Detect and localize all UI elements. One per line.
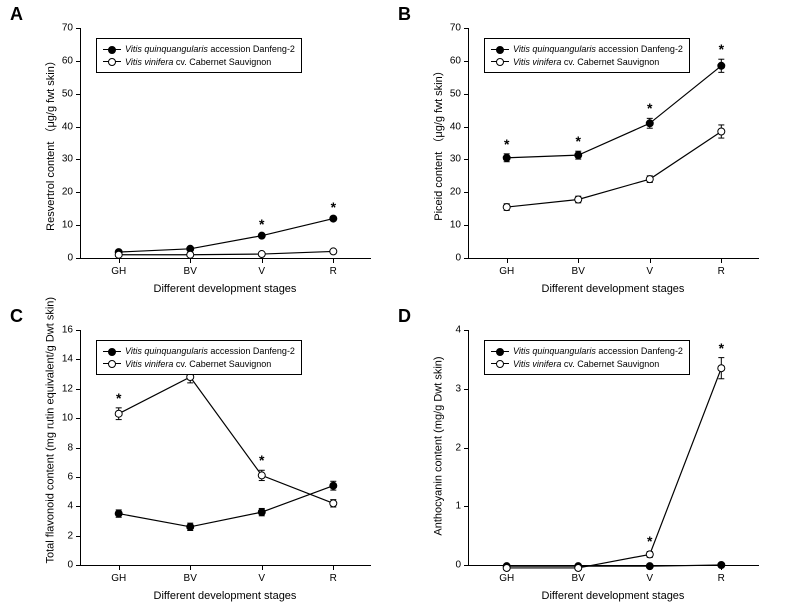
- legend-s1-rest: accession Danfeng-2: [208, 346, 295, 356]
- legend-s1-italic: Vitis quinquangularis: [513, 346, 596, 356]
- xlabel-A: Different development stages: [80, 283, 370, 295]
- ylabel-D: Anthocyanin content (mg/g Dwt skin): [432, 328, 444, 563]
- xtick: BV: [558, 258, 598, 277]
- legend-B: Vitis quinquangularis accession Danfeng-…: [484, 38, 690, 73]
- panel-label-D: D: [398, 306, 411, 327]
- significance-star: *: [647, 533, 652, 549]
- legend-s1-italic: Vitis quinquangularis: [125, 44, 208, 54]
- legend-line-icon: [103, 363, 121, 364]
- ylabel-A: Resvertrol content （μg/g fwt skin）: [42, 28, 58, 258]
- xtick: GH: [99, 565, 139, 584]
- legend-row-open: Vitis vinifera cv. Cabernet Sauvignon: [103, 358, 295, 371]
- ylabel-B: Piceid content （μg/g fwt skin）: [430, 28, 446, 258]
- legend-row-closed: Vitis quinquangularis accession Danfeng-…: [103, 43, 295, 56]
- legend-row-closed: Vitis quinquangularis accession Danfeng-…: [491, 345, 683, 358]
- closed-marker-icon: [108, 46, 116, 54]
- plot-area-D: 01234GHBVVR**Vitis quinquangularis acces…: [468, 330, 759, 566]
- significance-star: *: [331, 199, 336, 215]
- open-marker-icon: [108, 360, 116, 368]
- legend-row-open: Vitis vinifera cv. Cabernet Sauvignon: [491, 56, 683, 69]
- panel-B: B010203040506070GHBVVR****Vitis quinquan…: [398, 8, 778, 298]
- xtick: GH: [487, 258, 527, 277]
- ylabel-C: Total flavonoid content (mg rutin equiva…: [44, 328, 56, 563]
- legend-s2-italic: Vitis vinifera: [125, 57, 173, 67]
- legend-row-closed: Vitis quinquangularis accession Danfeng-…: [491, 43, 683, 56]
- legend-C: Vitis quinquangularis accession Danfeng-…: [96, 340, 302, 375]
- panel-C: C0246810121416GHBVVR***Vitis quinquangul…: [10, 310, 390, 610]
- significance-star: *: [575, 133, 580, 149]
- legend-line-icon: [491, 351, 509, 352]
- panel-label-C: C: [10, 306, 23, 327]
- xtick: R: [313, 565, 353, 584]
- significance-star: *: [259, 216, 264, 232]
- legend-line-icon: [491, 61, 509, 62]
- legend-line-icon: [103, 61, 121, 62]
- significance-star: *: [116, 390, 121, 406]
- open-marker-icon: [108, 58, 116, 66]
- legend-line-icon: [491, 363, 509, 364]
- legend-s1-rest: accession Danfeng-2: [596, 44, 683, 54]
- legend-s1-italic: Vitis quinquangularis: [125, 346, 208, 356]
- legend-s2-italic: Vitis vinifera: [513, 359, 561, 369]
- legend-s2-rest: cv. Cabernet Sauvignon: [561, 359, 659, 369]
- panel-A: A010203040506070GHBVVR**Vitis quinquangu…: [10, 8, 390, 298]
- legend-D: Vitis quinquangularis accession Danfeng-…: [484, 340, 690, 375]
- panel-label-A: A: [10, 4, 23, 25]
- panel-label-B: B: [398, 4, 411, 25]
- legend-line-icon: [491, 49, 509, 50]
- legend-line-icon: [103, 49, 121, 50]
- significance-star: *: [259, 452, 264, 468]
- xlabel-D: Different development stages: [468, 590, 758, 602]
- xlabel-C: Different development stages: [80, 590, 370, 602]
- plot-area-A: 010203040506070GHBVVR**Vitis quinquangul…: [80, 28, 371, 259]
- open-marker-icon: [496, 58, 504, 66]
- xtick: R: [701, 258, 741, 277]
- xtick: GH: [99, 258, 139, 277]
- xtick: BV: [170, 258, 210, 277]
- xtick: V: [630, 258, 670, 277]
- panel-D: D01234GHBVVR**Vitis quinquangularis acce…: [398, 310, 778, 610]
- significance-star: *: [719, 340, 724, 356]
- closed-marker-icon: [108, 348, 116, 356]
- significance-star: *: [504, 136, 509, 152]
- legend-s1-rest: accession Danfeng-2: [208, 44, 295, 54]
- figure-root: A010203040506070GHBVVR**Vitis quinquangu…: [0, 0, 787, 614]
- legend-line-icon: [103, 351, 121, 352]
- significance-star: *: [647, 100, 652, 116]
- plot-area-C: 0246810121416GHBVVR***Vitis quinquangula…: [80, 330, 371, 566]
- significance-star: *: [719, 41, 724, 57]
- legend-s2-rest: cv. Cabernet Sauvignon: [173, 359, 271, 369]
- legend-s2-rest: cv. Cabernet Sauvignon: [561, 57, 659, 67]
- legend-s2-italic: Vitis vinifera: [125, 359, 173, 369]
- legend-s2-italic: Vitis vinifera: [513, 57, 561, 67]
- closed-marker-icon: [496, 348, 504, 356]
- xtick: BV: [170, 565, 210, 584]
- legend-A: Vitis quinquangularis accession Danfeng-…: [96, 38, 302, 73]
- legend-s1-rest: accession Danfeng-2: [596, 346, 683, 356]
- open-marker-icon: [496, 360, 504, 368]
- legend-s2-rest: cv. Cabernet Sauvignon: [173, 57, 271, 67]
- xtick: R: [313, 258, 353, 277]
- xlabel-B: Different development stages: [468, 283, 758, 295]
- legend-row-open: Vitis vinifera cv. Cabernet Sauvignon: [103, 56, 295, 69]
- xtick: V: [242, 258, 282, 277]
- xtick: V: [242, 565, 282, 584]
- legend-row-open: Vitis vinifera cv. Cabernet Sauvignon: [491, 358, 683, 371]
- legend-row-closed: Vitis quinquangularis accession Danfeng-…: [103, 345, 295, 358]
- legend-s1-italic: Vitis quinquangularis: [513, 44, 596, 54]
- closed-marker-icon: [496, 46, 504, 54]
- plot-area-B: 010203040506070GHBVVR****Vitis quinquang…: [468, 28, 759, 259]
